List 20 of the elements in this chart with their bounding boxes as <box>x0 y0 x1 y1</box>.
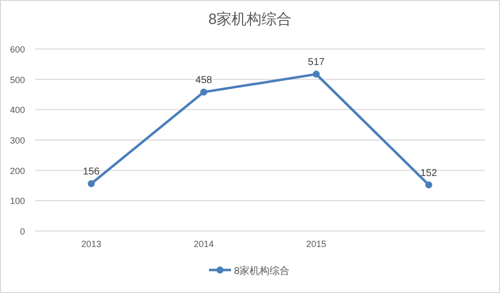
point <box>312 70 320 78</box>
y-tick-label: 200 <box>10 166 25 176</box>
data-label: 458 <box>195 75 213 86</box>
point <box>200 88 208 96</box>
chart-title: 8家机构综合 <box>208 11 292 28</box>
y-tick-label: 300 <box>10 136 25 146</box>
y-tick-label: 400 <box>10 105 25 116</box>
y-tick-label: 600 <box>10 44 25 54</box>
y-tick-label: 0 <box>20 226 25 236</box>
point <box>88 180 95 188</box>
data-label: 156 <box>82 166 100 178</box>
point <box>425 181 432 188</box>
data-label: 152 <box>420 168 438 179</box>
y-tick-label: 100 <box>10 196 25 206</box>
x-tick-label: 2014 <box>194 239 214 249</box>
y-tick-label: 500 <box>10 74 25 85</box>
legend-label: 8家机构综合 <box>234 265 290 277</box>
x-tick-label: 2013 <box>81 239 102 249</box>
data-label: 517 <box>308 57 326 68</box>
x-tick-label: 2015 <box>306 239 326 249</box>
